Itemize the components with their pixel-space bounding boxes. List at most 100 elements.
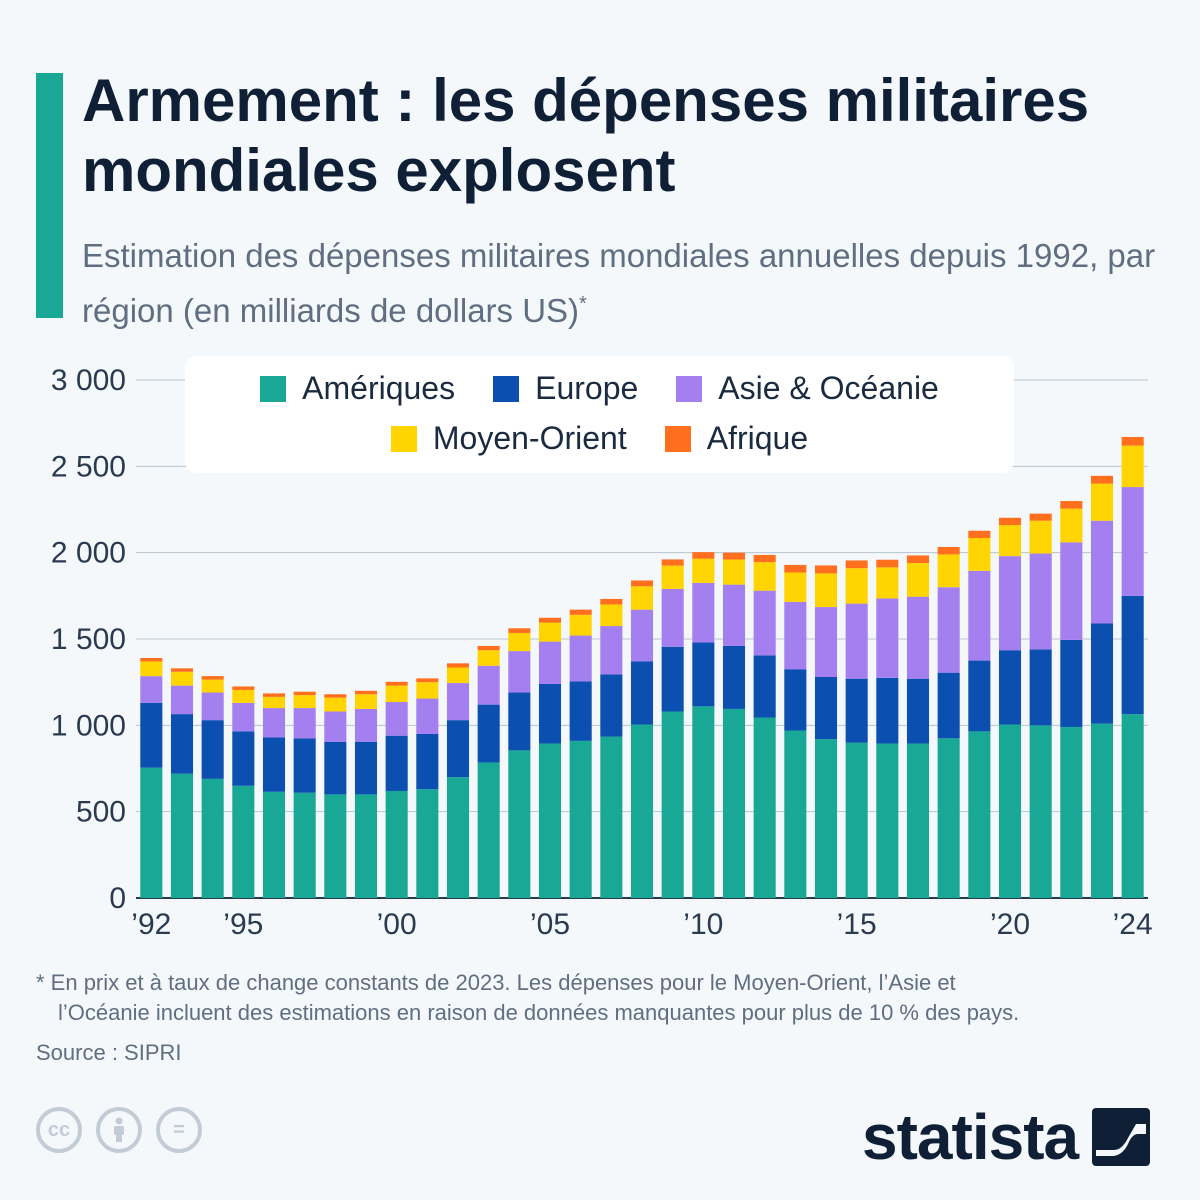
bar-segment bbox=[600, 674, 623, 737]
bar-segment bbox=[753, 590, 776, 656]
bar-segment bbox=[968, 570, 991, 661]
subtitle-text: Estimation des dépenses militaires mondi… bbox=[82, 237, 1156, 329]
bar-segment bbox=[968, 537, 991, 571]
y-tick-label: 2 000 bbox=[51, 537, 126, 570]
bar-segment bbox=[293, 708, 316, 739]
bar-segment bbox=[569, 614, 592, 636]
cc-icon[interactable]: cc bbox=[36, 1107, 82, 1153]
bar-segment bbox=[508, 632, 531, 652]
bar-segment bbox=[630, 661, 654, 725]
bar-segment bbox=[477, 704, 500, 763]
bar-segment bbox=[722, 645, 746, 709]
bar-segment bbox=[661, 559, 684, 566]
bar-segment bbox=[446, 777, 470, 898]
bar-segment bbox=[201, 679, 224, 693]
bar-segment bbox=[569, 609, 592, 615]
bar-segment bbox=[293, 792, 316, 898]
bar-segment bbox=[508, 651, 531, 693]
bar-segment bbox=[1029, 520, 1052, 554]
bar-segment bbox=[630, 586, 654, 610]
bar-segment bbox=[845, 742, 868, 898]
legend-label: Amériques bbox=[302, 370, 456, 406]
legend-label: Europe bbox=[535, 370, 639, 406]
bar-segment bbox=[845, 603, 868, 679]
bar-segment bbox=[784, 564, 807, 573]
bar-segment bbox=[201, 676, 224, 680]
bar-segment bbox=[876, 559, 899, 568]
bar-segment bbox=[1060, 508, 1083, 543]
bar-segment bbox=[140, 657, 163, 662]
bar-segment bbox=[446, 683, 470, 721]
bar-segment bbox=[753, 717, 776, 898]
legend-item: Moyen-Orient bbox=[390, 420, 627, 457]
no-derivatives-icon[interactable]: = bbox=[156, 1107, 202, 1153]
bar-segment bbox=[385, 685, 408, 703]
bar-segment bbox=[569, 740, 592, 898]
statista-logo[interactable]: statista bbox=[862, 1100, 1151, 1174]
x-tick-label: ’00 bbox=[377, 908, 417, 941]
bar-segment bbox=[416, 733, 439, 790]
bar-segment bbox=[538, 617, 562, 623]
bar-segment bbox=[814, 607, 838, 677]
x-tick-label: ’05 bbox=[530, 908, 570, 941]
x-tick-label: ’95 bbox=[223, 908, 263, 941]
bar-segment bbox=[1029, 553, 1052, 650]
x-tick-label: ’15 bbox=[837, 908, 877, 941]
bar-segment bbox=[692, 642, 715, 707]
legend-label: Afrique bbox=[706, 420, 809, 456]
bar-segment bbox=[661, 646, 684, 712]
bar-segment bbox=[293, 738, 316, 793]
bar-segment bbox=[232, 686, 255, 690]
bar-segment bbox=[968, 530, 991, 538]
bar-segment bbox=[1060, 727, 1083, 898]
bar-segment bbox=[569, 635, 592, 682]
legend-item: Europe bbox=[493, 370, 638, 407]
bar-segment bbox=[600, 736, 623, 898]
legend-label: Moyen-Orient bbox=[432, 420, 627, 456]
bar-segment bbox=[508, 628, 531, 633]
bar-segment bbox=[906, 596, 930, 679]
bar-segment bbox=[140, 702, 163, 768]
bar-segment bbox=[446, 663, 470, 668]
bar-segment bbox=[998, 517, 1022, 526]
bar-segment bbox=[998, 724, 1022, 898]
bar-segment bbox=[937, 672, 960, 739]
cc-icon-label: cc bbox=[47, 1118, 71, 1141]
bar-segment bbox=[140, 661, 163, 677]
bar-segment bbox=[293, 691, 316, 696]
bar-segment bbox=[1060, 501, 1083, 509]
bar-segment bbox=[1121, 487, 1144, 596]
bar-segment bbox=[170, 685, 194, 715]
bar-segment bbox=[845, 678, 868, 743]
bar-segment bbox=[201, 720, 224, 779]
bar-segment bbox=[937, 554, 960, 588]
legend-item: Asie & Océanie bbox=[676, 370, 939, 407]
bar-segment bbox=[1090, 475, 1114, 484]
legend-item: Amériques bbox=[260, 370, 455, 407]
no-derivatives-icon-label: = bbox=[173, 1118, 185, 1141]
bar-segment bbox=[262, 791, 286, 898]
bar-segment bbox=[1029, 649, 1052, 726]
bar-segment bbox=[1090, 623, 1114, 724]
attribution-icon[interactable] bbox=[96, 1107, 142, 1153]
bar-segment bbox=[692, 552, 715, 559]
bar-segment bbox=[477, 650, 500, 666]
bar-segment bbox=[968, 660, 991, 732]
y-tick-label: 1 000 bbox=[51, 709, 126, 742]
bar-segment bbox=[170, 773, 194, 898]
bar-segment bbox=[1090, 520, 1114, 624]
bar-segment bbox=[416, 789, 439, 898]
bar-segment bbox=[814, 565, 838, 574]
bar-segment bbox=[753, 655, 776, 718]
bar-segment bbox=[324, 694, 347, 698]
bar-segment bbox=[876, 598, 899, 678]
source-label: Source : SIPRI bbox=[36, 1040, 182, 1065]
bar-segment bbox=[170, 668, 194, 672]
bar-segment bbox=[630, 724, 654, 898]
bar-segment bbox=[232, 689, 255, 703]
bar-segment bbox=[661, 588, 684, 647]
bar-segment bbox=[140, 767, 163, 898]
bar-segment bbox=[845, 560, 868, 569]
bar-segment bbox=[262, 737, 286, 792]
bar-segment bbox=[814, 739, 838, 898]
